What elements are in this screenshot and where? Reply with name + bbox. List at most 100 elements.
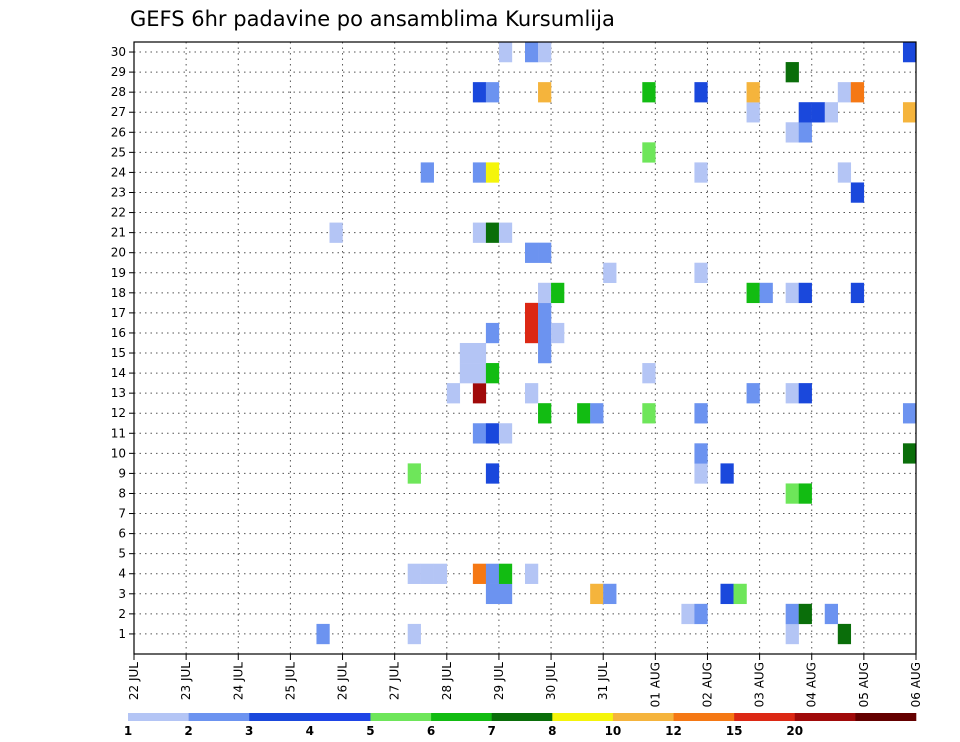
heatmap-cell [485, 222, 500, 243]
colorbar-swatch [673, 713, 735, 721]
heatmap-cell [746, 282, 760, 304]
heatmap-cell [824, 102, 838, 123]
heatmap-cell [407, 463, 421, 484]
y-tick-label: 10 [111, 446, 126, 460]
heatmap-cell [525, 322, 539, 344]
heatmap-cell [525, 42, 539, 63]
data-cells [316, 42, 917, 645]
x-tick-label: 25 JUL [283, 662, 297, 700]
y-tick-label: 26 [111, 125, 126, 139]
heatmap-cell [407, 623, 421, 645]
x-tick-label: 30 JUL [544, 662, 558, 700]
heatmap-cell [525, 383, 539, 404]
x-tick-label: 06 AUG [909, 662, 923, 707]
chart-title: GEFS 6hr padavine po ansamblima Kursumli… [130, 7, 615, 31]
colorbar-swatch [491, 713, 553, 721]
heatmap-cell [850, 182, 865, 203]
heatmap-cell [681, 603, 695, 625]
heatmap-cell [498, 563, 513, 584]
colorbar-swatch [128, 713, 189, 721]
heatmap-cell [850, 82, 865, 103]
colorbar-legend: 1 2 3 4 5 6 7 8 10 12 15 20 [124, 713, 917, 738]
x-tick-label: 31 JUL [596, 662, 610, 700]
heatmap-cell [420, 162, 434, 183]
heatmap-cell [485, 363, 500, 384]
y-tick-label: 4 [118, 567, 126, 581]
heatmap-cell [785, 623, 799, 645]
heatmap-cell [485, 583, 500, 605]
heatmap-cell [590, 403, 604, 424]
heatmap-cell [720, 463, 734, 484]
colorbar-swatch [370, 713, 432, 721]
heatmap-cell [538, 242, 552, 263]
heatmap-cell [785, 122, 799, 143]
heatmap-cell [798, 383, 812, 404]
heatmap-cell [498, 423, 513, 444]
x-tick-label: 04 AUG [805, 662, 819, 707]
heatmap-cell [785, 62, 799, 83]
colorbar-label: 5 [366, 724, 374, 738]
heatmap-cell [759, 282, 773, 304]
heatmap-cell [785, 282, 799, 304]
heatmap-cell [798, 282, 812, 304]
heatmap-cell [459, 342, 474, 364]
y-tick-label: 2 [118, 607, 126, 621]
heatmap-cell [798, 603, 812, 625]
x-tick-label: 03 AUG [753, 662, 767, 707]
y-tick-label: 24 [111, 165, 126, 179]
heatmap-cell [642, 403, 656, 424]
x-tick-label: 02 AUG [700, 662, 714, 707]
y-tick-label: 9 [118, 466, 126, 480]
heatmap-cell [902, 443, 917, 464]
colorbar-label: 1 [124, 724, 132, 738]
heatmap-cell [329, 222, 343, 243]
heatmap-cell [902, 102, 917, 123]
heatmap-cell [694, 443, 708, 464]
y-tick-label: 15 [111, 346, 126, 360]
heatmap-cell [811, 102, 825, 123]
heatmap-cell [590, 583, 604, 605]
colorbar-swatch [612, 713, 674, 721]
heatmap-cell [603, 583, 617, 605]
heatmap-cell [485, 162, 500, 183]
heatmap-cell [642, 363, 656, 384]
heatmap-cell [538, 282, 552, 304]
x-tick-label: 29 JUL [492, 662, 506, 700]
heatmap-cell [694, 262, 708, 283]
heatmap-cell [538, 82, 552, 103]
y-tick-label: 22 [111, 206, 126, 220]
heatmap-cell [472, 82, 487, 103]
heatmap-cell [485, 322, 500, 344]
heatmap-cell [446, 383, 461, 404]
heatmap-cell [837, 82, 852, 103]
heatmap-cell [694, 603, 708, 625]
heatmap-cell [603, 262, 617, 283]
heatmap-cell [577, 403, 591, 424]
y-tick-label: 5 [118, 547, 126, 561]
colorbar-label: 10 [605, 724, 622, 738]
heatmap-cell [850, 282, 865, 304]
heatmap-cell [837, 623, 852, 645]
colorbar-swatch [431, 713, 492, 721]
y-tick-label: 27 [111, 105, 126, 119]
colorbar-label: 12 [665, 724, 682, 738]
y-tick-label: 28 [111, 85, 126, 99]
colorbar-label: 7 [488, 724, 496, 738]
heatmap-cell [746, 102, 760, 123]
heatmap-cell [538, 42, 552, 63]
colorbar-swatch [552, 713, 614, 721]
heatmap-cell [316, 623, 330, 645]
heatmap-cell [837, 162, 852, 183]
heatmap-cell [798, 122, 812, 143]
y-tick-label: 23 [111, 185, 126, 199]
colorbar-label: 8 [548, 724, 556, 738]
heatmap-cell [733, 583, 747, 605]
y-tick-label: 1 [118, 627, 126, 641]
y-tick-label: 14 [111, 366, 126, 380]
heatmap-cell [538, 403, 552, 424]
heatmap-cell [902, 403, 917, 424]
heatmap-cell [459, 363, 474, 384]
heatmap-cell [485, 563, 500, 584]
y-tick-label: 3 [118, 587, 126, 601]
